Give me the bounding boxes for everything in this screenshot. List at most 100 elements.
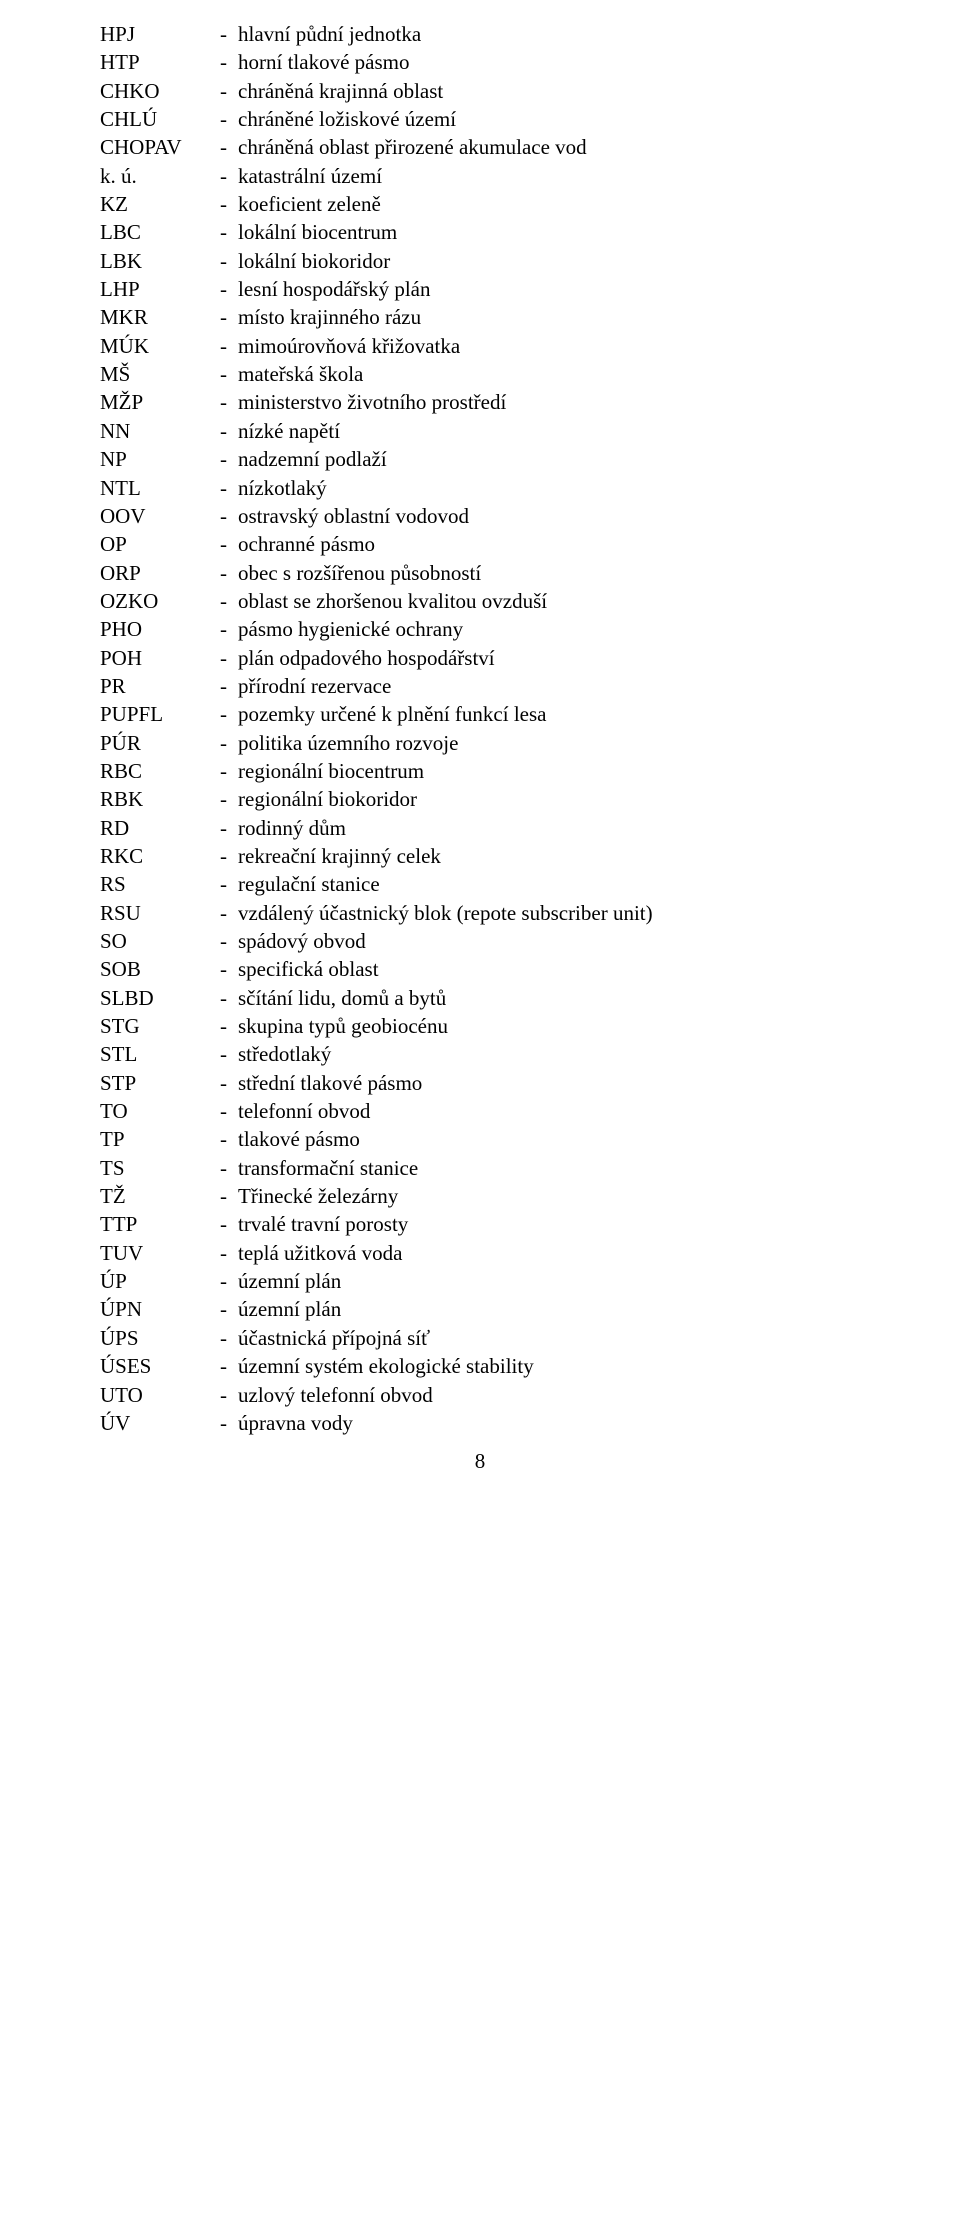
abbr-term: LBC [100, 218, 220, 246]
abbr-row: CHLÚ-chráněné ložiskové území [100, 105, 860, 133]
abbr-row: RS-regulační stanice [100, 870, 860, 898]
abbr-term: MŠ [100, 360, 220, 388]
abbr-term: STL [100, 1040, 220, 1068]
abbr-term: MKR [100, 303, 220, 331]
dash-separator: - [220, 785, 238, 813]
abbr-definition: lesní hospodářský plán [238, 275, 860, 303]
abbr-term: ÚSES [100, 1352, 220, 1380]
dash-separator: - [220, 587, 238, 615]
page-number: 8 [100, 1447, 860, 1475]
abbr-term: RBK [100, 785, 220, 813]
abbr-term: TO [100, 1097, 220, 1125]
dash-separator: - [220, 303, 238, 331]
abbr-definition: spádový obvod [238, 927, 860, 955]
abbr-term: NP [100, 445, 220, 473]
abbr-term: UTO [100, 1381, 220, 1409]
abbr-row: OZKO-oblast se zhoršenou kvalitou ovzduš… [100, 587, 860, 615]
dash-separator: - [220, 984, 238, 1012]
abbr-row: LBC-lokální biocentrum [100, 218, 860, 246]
abbr-definition: lokální biocentrum [238, 218, 860, 246]
abbr-definition: horní tlakové pásmo [238, 48, 860, 76]
abbr-term: PR [100, 672, 220, 700]
abbr-term: NN [100, 417, 220, 445]
abbr-term: SO [100, 927, 220, 955]
dash-separator: - [220, 275, 238, 303]
abbr-row: TUV-teplá užitková voda [100, 1239, 860, 1267]
dash-separator: - [220, 1324, 238, 1352]
abbr-row: UTO-uzlový telefonní obvod [100, 1381, 860, 1409]
abbr-definition: ministerstvo životního prostředí [238, 388, 860, 416]
dash-separator: - [220, 20, 238, 48]
abbr-term: ÚP [100, 1267, 220, 1295]
dash-separator: - [220, 729, 238, 757]
dash-separator: - [220, 502, 238, 530]
abbr-term: STP [100, 1069, 220, 1097]
dash-separator: - [220, 700, 238, 728]
dash-separator: - [220, 1040, 238, 1068]
dash-separator: - [220, 1295, 238, 1323]
dash-separator: - [220, 955, 238, 983]
dash-separator: - [220, 1352, 238, 1380]
abbr-definition: regionální biokoridor [238, 785, 860, 813]
dash-separator: - [220, 332, 238, 360]
abbr-row: KZ-koeficient zeleně [100, 190, 860, 218]
dash-separator: - [220, 870, 238, 898]
abbr-term: PUPFL [100, 700, 220, 728]
dash-separator: - [220, 1381, 238, 1409]
abbr-row: MKR-místo krajinného rázu [100, 303, 860, 331]
abbr-row: OOV-ostravský oblastní vodovod [100, 502, 860, 530]
abbr-row: RKC-rekreační krajinný celek [100, 842, 860, 870]
dash-separator: - [220, 1182, 238, 1210]
dash-separator: - [220, 672, 238, 700]
abbr-term: LBK [100, 247, 220, 275]
abbr-definition: tlakové pásmo [238, 1125, 860, 1153]
abbr-row: ÚP-územní plán [100, 1267, 860, 1295]
dash-separator: - [220, 1012, 238, 1040]
abbr-row: ORP-obec s rozšířenou působností [100, 559, 860, 587]
abbr-row: k. ú.-katastrální území [100, 162, 860, 190]
abbr-term: ORP [100, 559, 220, 587]
dash-separator: - [220, 1409, 238, 1437]
abbr-term: PÚR [100, 729, 220, 757]
abbr-row: RD-rodinný dům [100, 814, 860, 842]
abbr-term: OZKO [100, 587, 220, 615]
abbr-term: PHO [100, 615, 220, 643]
abbr-term: OP [100, 530, 220, 558]
document-page: HPJ-hlavní půdní jednotkaHTP-horní tlako… [0, 0, 960, 1496]
abbr-row: STL-středotlaký [100, 1040, 860, 1068]
abbr-definition: místo krajinného rázu [238, 303, 860, 331]
abbr-definition: účastnická přípojná síť [238, 1324, 860, 1352]
abbr-term: SLBD [100, 984, 220, 1012]
abbr-term: RKC [100, 842, 220, 870]
dash-separator: - [220, 814, 238, 842]
dash-separator: - [220, 190, 238, 218]
abbr-row: PR-přírodní rezervace [100, 672, 860, 700]
dash-separator: - [220, 218, 238, 246]
abbr-term: HPJ [100, 20, 220, 48]
dash-separator: - [220, 1069, 238, 1097]
abbr-definition: transformační stanice [238, 1154, 860, 1182]
dash-separator: - [220, 559, 238, 587]
abbr-row: TTP-trvalé travní porosty [100, 1210, 860, 1238]
abbr-definition: Třinecké železárny [238, 1182, 860, 1210]
dash-separator: - [220, 1125, 238, 1153]
abbr-definition: přírodní rezervace [238, 672, 860, 700]
abbr-row: PÚR-politika územního rozvoje [100, 729, 860, 757]
abbr-term: k. ú. [100, 162, 220, 190]
abbr-term: SOB [100, 955, 220, 983]
dash-separator: - [220, 247, 238, 275]
abbr-term: LHP [100, 275, 220, 303]
abbr-row: OP-ochranné pásmo [100, 530, 860, 558]
abbr-row: NTL-nízkotlaký [100, 474, 860, 502]
abbr-definition: nízkotlaký [238, 474, 860, 502]
abbr-row: SOB-specifická oblast [100, 955, 860, 983]
abbr-definition: obec s rozšířenou působností [238, 559, 860, 587]
abbr-definition: chráněné ložiskové území [238, 105, 860, 133]
abbr-row: TO-telefonní obvod [100, 1097, 860, 1125]
dash-separator: - [220, 615, 238, 643]
abbr-row: ÚPN-územní plán [100, 1295, 860, 1323]
abbr-term: ÚPN [100, 1295, 220, 1323]
abbr-term: NTL [100, 474, 220, 502]
dash-separator: - [220, 105, 238, 133]
abbr-row: NN-nízké napětí [100, 417, 860, 445]
